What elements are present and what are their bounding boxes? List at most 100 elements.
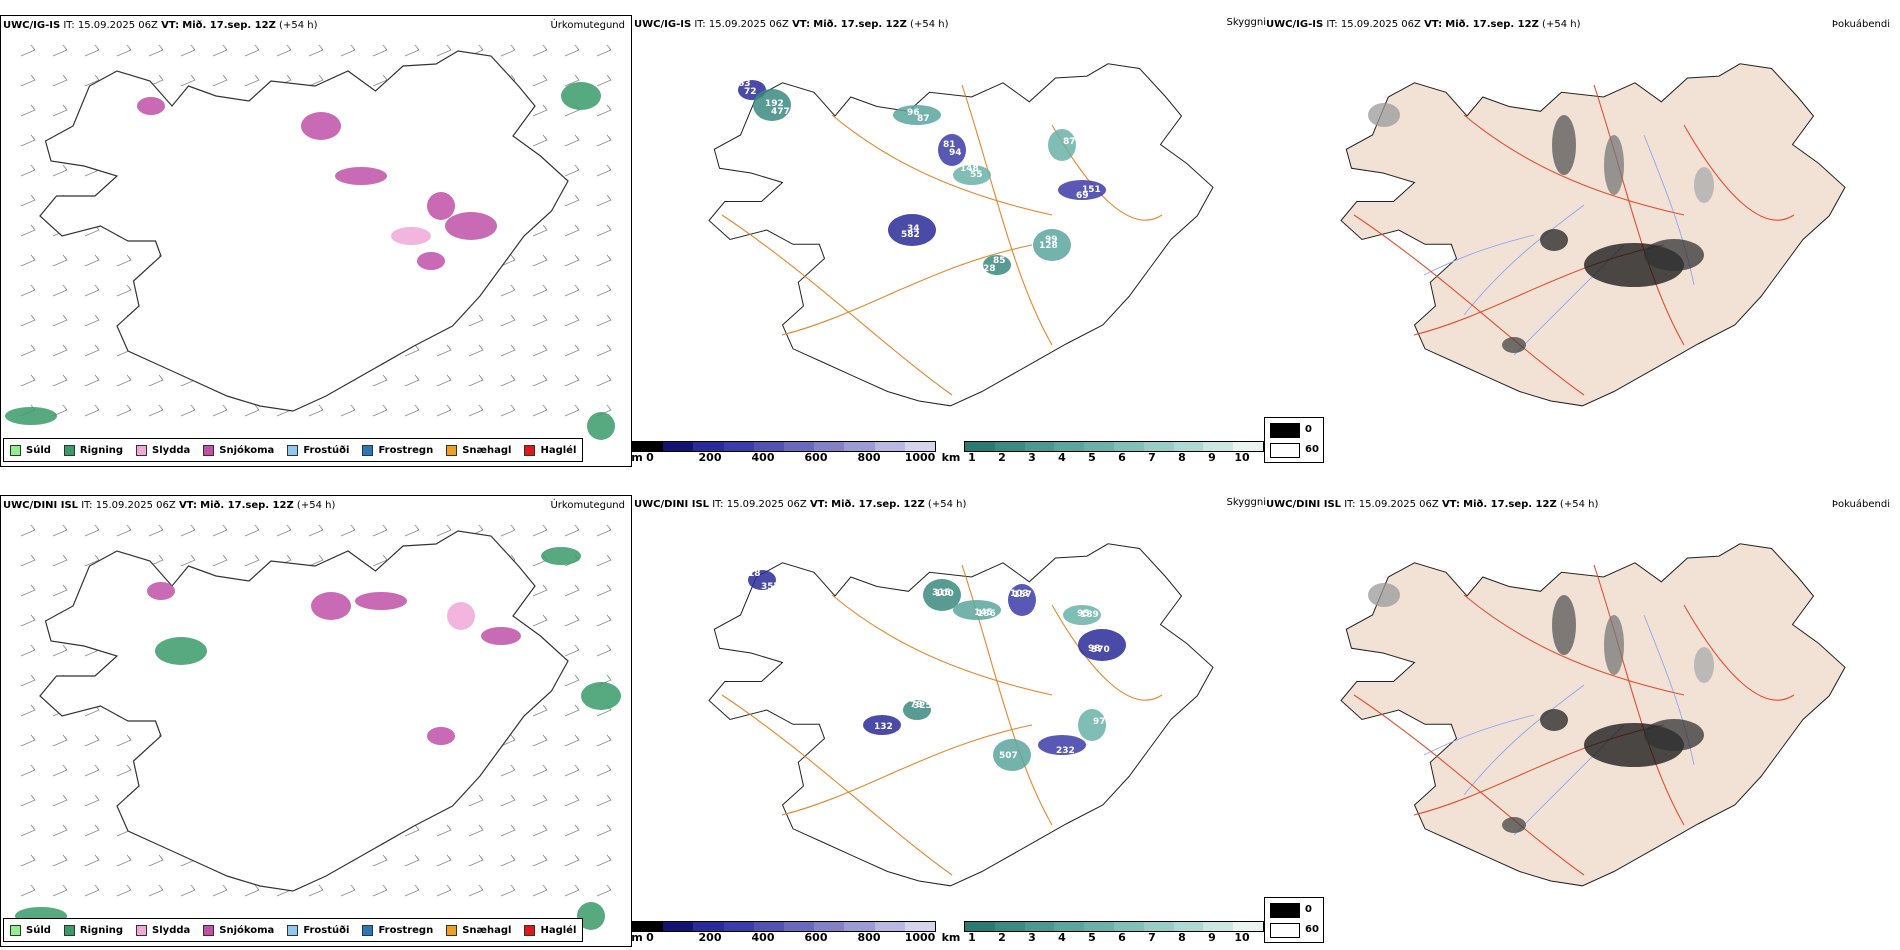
- low-cloud-area: [953, 600, 1001, 620]
- low-cloud-area: [1063, 605, 1101, 625]
- low-cloud-area: [953, 165, 991, 185]
- cloud-base-value: 96: [907, 108, 920, 118]
- panel-type-label: Úrkomutegund: [550, 20, 625, 31]
- precip-area: [155, 637, 207, 665]
- cloud-base-value: 94: [949, 148, 962, 158]
- precip-panel-bottom: UWC/DINI ISL IT: 15.09.2025 06Z VT: Mið.…: [0, 495, 632, 947]
- cloud-base-value: 103: [1010, 589, 1029, 599]
- fog-area: [1644, 719, 1704, 751]
- fog-panel-bottom: UWC/DINI ISL IT: 15.09.2025 06Z VT: Mið.…: [1264, 495, 1896, 947]
- cloud-base-value: 189: [1080, 610, 1099, 620]
- cloud-base-value: 477: [771, 107, 790, 117]
- low-cloud-area: [938, 134, 966, 166]
- cloud-base-value: 582: [901, 230, 920, 240]
- precip-type-legend: Súld Rigning Slydda Snjókoma Frostúði Fr…: [3, 918, 584, 942]
- cloud-base-value: 87: [1063, 137, 1076, 147]
- cloud-panel-bottom: UWC/DINI ISL IT: 15.09.2025 06Z VT: Mið.…: [631, 495, 1324, 947]
- panel-title: UWC/DINI ISL IT: 15.09.2025 06Z VT: Mið.…: [634, 499, 967, 510]
- precip-type-legend: Súld Rigning Slydda Snjókoma Frostúði Fr…: [3, 438, 584, 462]
- fog-area: [1694, 647, 1714, 683]
- low-cloud-area: [1038, 735, 1086, 755]
- precip-panel-top: UWC/IG-IS IT: 15.09.2025 06Z VT: Mið. 17…: [0, 15, 632, 467]
- cloud-base-value: 315: [932, 588, 951, 598]
- cloud-base-value: 87: [917, 114, 930, 124]
- cloud-base-value: 99: [1045, 235, 1058, 245]
- cloud-base-value: 370: [1091, 645, 1110, 655]
- precip-area: [311, 592, 351, 620]
- low-cloud-area: [903, 700, 931, 720]
- low-cloud-area: [863, 715, 901, 735]
- precip-area: [427, 192, 455, 220]
- low-cloud-area: [753, 89, 791, 121]
- cloud-base-value: 151: [1082, 185, 1101, 195]
- iceland-fog-map: [1340, 63, 1846, 407]
- low-cloud-area: [923, 579, 961, 611]
- fog-area: [1552, 115, 1576, 175]
- cloud-base-value: 97: [1093, 717, 1106, 727]
- precip-area: [335, 167, 387, 185]
- precip-area: [481, 627, 521, 645]
- iceland-precip-map: [5, 44, 615, 440]
- low-cloud-area: [993, 739, 1031, 771]
- low-cloud-area: [893, 105, 941, 125]
- cloud-base-value: 145: [974, 608, 993, 618]
- low-cloud-area: [1033, 229, 1071, 261]
- colorbars: m 0 200 400 600 800 1000 km 1 2 3 4 5 6 …: [631, 437, 1264, 467]
- low-cloud-area: [1078, 629, 1126, 661]
- panel-title: UWC/IG-IS IT: 15.09.2025 06Z VT: Mið. 17…: [3, 20, 318, 31]
- cloud-base-value: 357: [761, 582, 780, 592]
- fog-area: [1540, 229, 1568, 251]
- iceland-fog-map: [1340, 543, 1846, 887]
- cloud-base-value: 128: [1039, 241, 1058, 251]
- fog-area: [1644, 239, 1704, 271]
- cloud-base-value: 63: [738, 79, 751, 89]
- fog-area: [1368, 583, 1400, 607]
- fog-area: [1502, 337, 1526, 353]
- iceland-cloud-map: 18 100 186 157 189 370 325 507 232 97 132 357 315 145…: [708, 543, 1214, 887]
- panel-title: UWC/DINI ISL IT: 15.09.2025 06Z VT: Mið.…: [1266, 499, 1599, 510]
- cloud-base-value: 95: [1077, 609, 1090, 619]
- fog-area: [1368, 103, 1400, 127]
- cloud-base-value: 507: [999, 751, 1018, 761]
- colorbars: m 0 200 400 600 800 1000 km 1 2 3 4 5 6 …: [631, 917, 1264, 947]
- panel-type-label: Þokuábendi: [1831, 499, 1890, 510]
- cloud-base-value: 69: [1076, 191, 1089, 201]
- panel-type-label: Skyggni: [1226, 497, 1266, 508]
- cloud-base-value: 186: [977, 609, 996, 619]
- cloud-base-value: 157: [1013, 590, 1032, 600]
- precip-area: [5, 407, 57, 425]
- low-cloud-area: [1078, 709, 1106, 741]
- precip-area: [445, 212, 497, 240]
- cloud-base-value: 85: [993, 256, 1006, 266]
- fog-area: [1694, 167, 1714, 203]
- visibility-colorbar: [964, 921, 1264, 932]
- low-cloud-area: [1008, 584, 1036, 616]
- precip-area: [147, 582, 175, 600]
- cloud-base-colorbar: [632, 441, 936, 452]
- cloud-base-colorbar: [632, 921, 936, 932]
- cloud-base-value: 55: [970, 170, 983, 180]
- low-cloud-area: [888, 214, 936, 246]
- fog-index-legend: 0 60: [1264, 897, 1324, 943]
- low-cloud-area: [1048, 129, 1076, 161]
- cloud-base-value: 28: [983, 264, 996, 274]
- panel-type-label: Úrkomutegund: [550, 500, 625, 511]
- cloud-base-value: 100: [935, 589, 954, 599]
- cloud-base-value: 18: [748, 569, 761, 579]
- iceland-precip-map: [15, 524, 621, 930]
- cloud-base-value: 72: [744, 87, 757, 97]
- cloud-base-value: 325: [913, 701, 932, 711]
- low-cloud-area: [1058, 180, 1106, 200]
- cloud-base-value: 79: [910, 700, 923, 710]
- precip-area: [355, 592, 407, 610]
- panel-title: UWC/IG-IS IT: 15.09.2025 06Z VT: Mið. 17…: [1266, 19, 1581, 30]
- fog-area: [1604, 135, 1624, 195]
- cloud-base-value: 98: [1088, 644, 1101, 654]
- cloud-base-value: 148: [960, 164, 979, 174]
- panel-title: UWC/IG-IS IT: 15.09.2025 06Z VT: Mið. 17…: [634, 19, 949, 30]
- precip-area: [417, 252, 445, 270]
- precip-area: [581, 682, 621, 710]
- cloud-base-value: 132: [874, 722, 893, 732]
- precip-area: [577, 902, 605, 930]
- panel-type-label: Skyggni: [1226, 17, 1266, 28]
